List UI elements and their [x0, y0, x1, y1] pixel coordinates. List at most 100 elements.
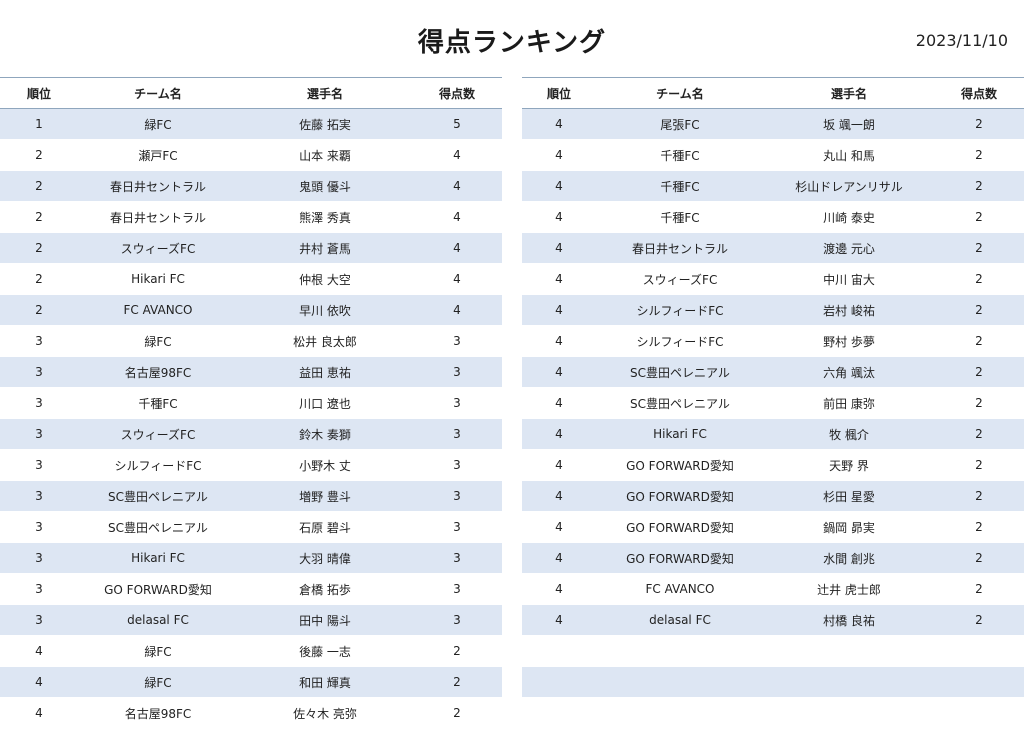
table-row: 4 春日井セントラル 渡邊 元心 2 — [522, 232, 1024, 264]
rank-cell: 4 — [0, 635, 78, 667]
goals-cell: 2 — [934, 387, 1024, 419]
team-cell: delasal FC — [78, 604, 238, 636]
player-cell: 鬼頭 優斗 — [238, 170, 412, 202]
team-cell: 名古屋98FC — [78, 697, 238, 729]
rank-cell: 2 — [0, 201, 78, 233]
table-row: 2 FC AVANCO 早川 依吹 4 — [0, 294, 502, 326]
team-cell: スウィーズFC — [78, 418, 238, 450]
report-date: 2023/11/10 — [915, 31, 1008, 50]
team-cell: SC豊田ペレニアル — [596, 387, 764, 419]
team-cell: 千種FC — [78, 387, 238, 419]
player-cell: 辻井 虎士郎 — [764, 573, 934, 605]
rank-cell: 3 — [0, 356, 78, 388]
rank-cell: 1 — [0, 108, 78, 140]
goals-cell: 4 — [412, 232, 502, 264]
goals-cell: 3 — [412, 325, 502, 357]
goals-cell — [934, 666, 1024, 698]
player-cell: 中川 宙大 — [764, 263, 934, 295]
table-row: 4 名古屋98FC 佐々木 亮弥 2 — [0, 697, 502, 729]
player-cell: 天野 界 — [764, 449, 934, 481]
rank-cell: 4 — [522, 449, 596, 481]
table-row: 3 GO FORWARD愛知 倉橋 拓歩 3 — [0, 573, 502, 605]
rank-cell: 4 — [522, 511, 596, 543]
player-cell: 早川 依吹 — [238, 294, 412, 326]
team-cell: SC豊田ペレニアル — [78, 511, 238, 543]
table-row: 3 緑FC 松井 良太郎 3 — [0, 325, 502, 357]
goals-cell: 2 — [934, 418, 1024, 450]
table-row: 3 千種FC 川口 遼也 3 — [0, 387, 502, 419]
goals-cell: 2 — [934, 108, 1024, 140]
rank-cell: 3 — [0, 604, 78, 636]
rank-cell: 4 — [522, 139, 596, 171]
table-row: 4 delasal FC 村橋 良祐 2 — [522, 604, 1024, 636]
col-header-team: チーム名 — [78, 77, 238, 109]
table-row: 3 名古屋98FC 益田 恵祐 3 — [0, 356, 502, 388]
goals-cell: 2 — [934, 139, 1024, 171]
rank-cell: 2 — [0, 263, 78, 295]
player-cell: 倉橋 拓歩 — [238, 573, 412, 605]
team-cell: スウィーズFC — [596, 263, 764, 295]
team-cell: GO FORWARD愛知 — [596, 511, 764, 543]
player-cell: 熊澤 秀真 — [238, 201, 412, 233]
goals-cell — [934, 635, 1024, 667]
player-cell: 田中 陽斗 — [238, 604, 412, 636]
table-row: 2 Hikari FC 仲根 大空 4 — [0, 263, 502, 295]
player-cell: 佐藤 拓実 — [238, 108, 412, 140]
rank-cell: 3 — [0, 325, 78, 357]
player-cell: 水間 創兆 — [764, 542, 934, 574]
table-row: 1 緑FC 佐藤 拓実 5 — [0, 108, 502, 140]
goals-cell: 2 — [934, 232, 1024, 264]
player-cell: 増野 豊斗 — [238, 480, 412, 512]
goals-cell: 2 — [934, 356, 1024, 388]
table-row: 4 緑FC 後藤 一志 2 — [0, 635, 502, 667]
table-row: 2 瀬戸FC 山本 来覇 4 — [0, 139, 502, 171]
player-cell: 牧 楓介 — [764, 418, 934, 450]
rank-cell: 4 — [522, 232, 596, 264]
table-row: 4 千種FC 丸山 和馬 2 — [522, 139, 1024, 171]
rank-cell: 3 — [0, 542, 78, 574]
team-cell — [596, 635, 764, 667]
team-cell: Hikari FC — [78, 263, 238, 295]
team-cell: 春日井セントラル — [596, 232, 764, 264]
goals-cell: 4 — [412, 201, 502, 233]
team-cell: Hikari FC — [78, 542, 238, 574]
player-cell: 井村 蒼馬 — [238, 232, 412, 264]
goals-cell: 3 — [412, 604, 502, 636]
goals-cell: 2 — [934, 325, 1024, 357]
goals-cell: 3 — [412, 511, 502, 543]
ranking-table-left: 順位 チーム名 選手名 得点数 1 緑FC 佐藤 拓実 5 2 瀬戸FC 山本 来覇 4 2 春日… — [0, 77, 502, 729]
team-cell: シルフィードFC — [596, 294, 764, 326]
player-cell: 鍋岡 昴実 — [764, 511, 934, 543]
table-row: 3 SC豊田ペレニアル 石原 碧斗 3 — [0, 511, 502, 543]
rank-cell: 4 — [522, 294, 596, 326]
team-cell: 緑FC — [78, 325, 238, 357]
table-row: 2 春日井セントラル 熊澤 秀真 4 — [0, 201, 502, 233]
goals-cell: 3 — [412, 449, 502, 481]
header-row: 順位 チーム名 選手名 得点数 — [522, 77, 1024, 109]
goals-cell: 2 — [412, 635, 502, 667]
goals-cell: 4 — [412, 263, 502, 295]
player-cell: 和田 輝真 — [238, 666, 412, 698]
rank-cell: 2 — [0, 294, 78, 326]
team-cell: 千種FC — [596, 201, 764, 233]
team-cell — [596, 666, 764, 698]
table-row: 4 SC豊田ペレニアル 前田 康弥 2 — [522, 387, 1024, 419]
rank-cell: 3 — [0, 573, 78, 605]
team-cell: GO FORWARD愛知 — [596, 542, 764, 574]
goals-cell: 3 — [412, 418, 502, 450]
goals-cell: 2 — [934, 449, 1024, 481]
player-cell: 小野木 丈 — [238, 449, 412, 481]
goals-cell: 2 — [934, 294, 1024, 326]
rank-cell: 2 — [0, 139, 78, 171]
goals-cell: 3 — [412, 387, 502, 419]
player-cell: 益田 恵祐 — [238, 356, 412, 388]
goals-cell: 4 — [412, 294, 502, 326]
goals-cell: 2 — [934, 604, 1024, 636]
team-cell: GO FORWARD愛知 — [596, 480, 764, 512]
goals-cell: 2 — [934, 170, 1024, 202]
table-row: 3 SC豊田ペレニアル 増野 豊斗 3 — [0, 480, 502, 512]
team-cell: GO FORWARD愛知 — [78, 573, 238, 605]
table-row: 4 FC AVANCO 辻井 虎士郎 2 — [522, 573, 1024, 605]
player-cell — [764, 635, 934, 667]
player-cell: 仲根 大空 — [238, 263, 412, 295]
